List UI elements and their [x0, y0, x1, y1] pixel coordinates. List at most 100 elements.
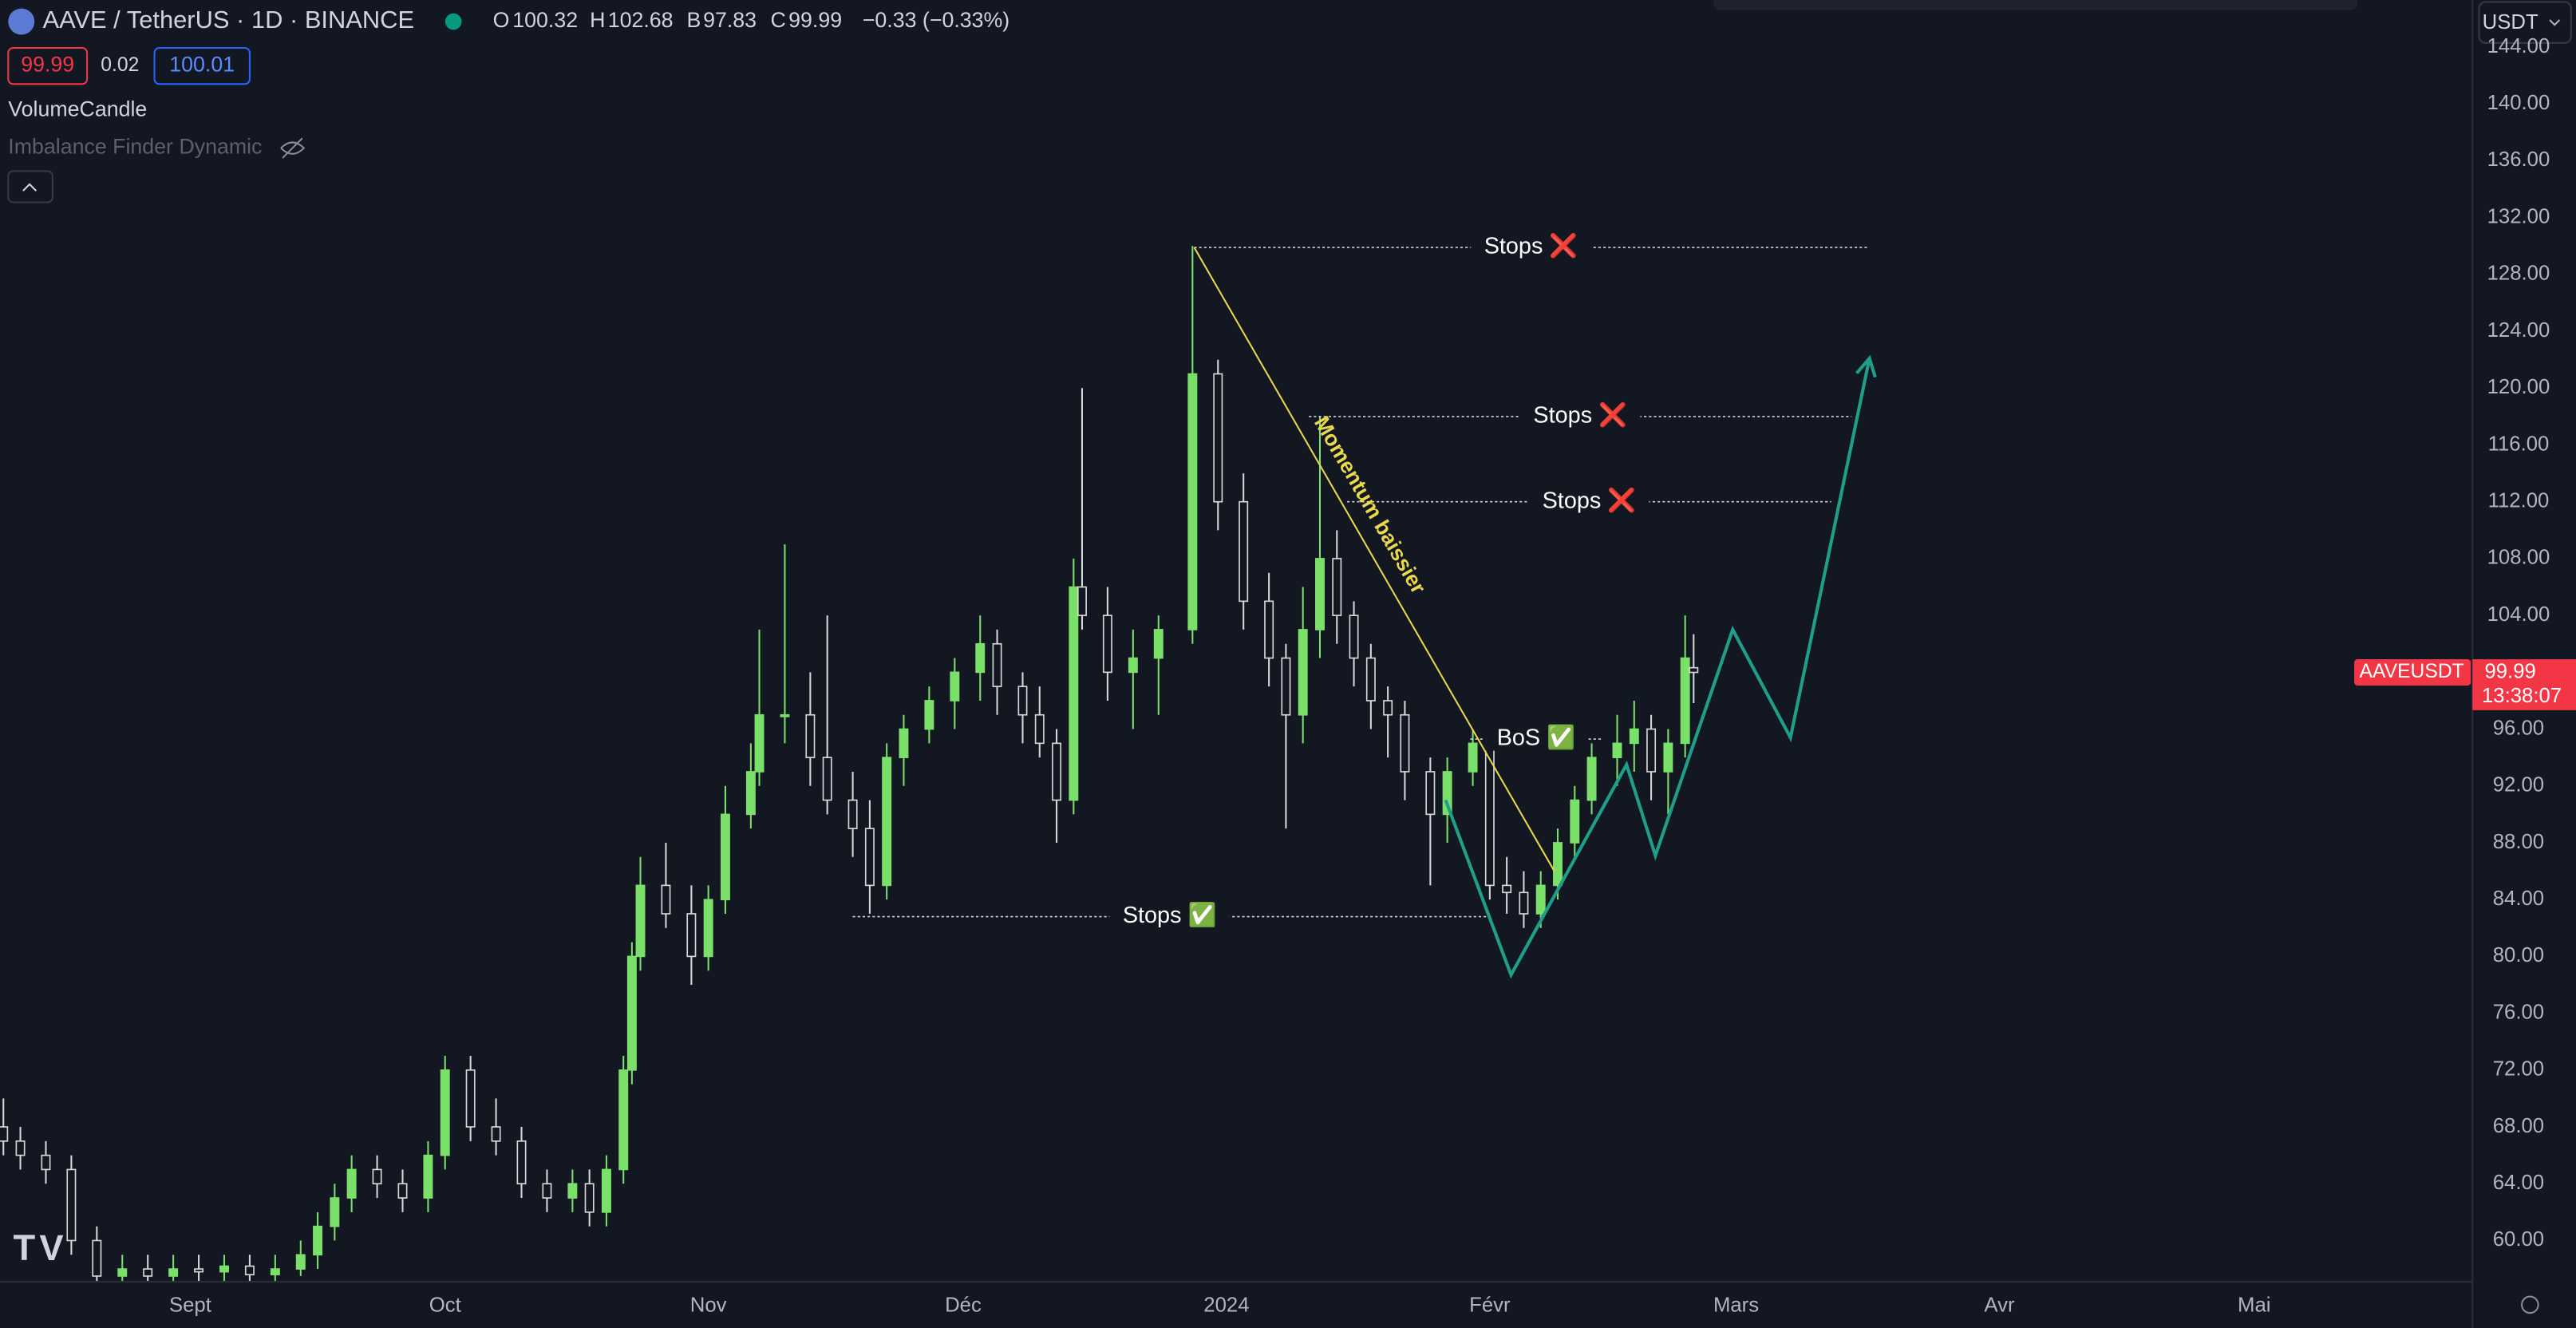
candle-body [1349, 615, 1359, 659]
candle-body [745, 771, 756, 816]
candle-body [1586, 757, 1597, 801]
candle-body [847, 799, 858, 829]
x-tick-label: Févr [1469, 1294, 1511, 1317]
candle-body [15, 1140, 26, 1156]
candle-body [1264, 600, 1274, 659]
candle-body [219, 1265, 229, 1273]
y-tick-label: 72.00 [2493, 1058, 2544, 1081]
symbol-icon [8, 8, 35, 35]
y-tick-label: 112.00 [2488, 490, 2550, 512]
logo: V [39, 1227, 63, 1268]
candle-body [805, 713, 816, 758]
collapse-icon [22, 183, 38, 192]
candle-body [465, 1069, 476, 1128]
currency: USDT [2483, 11, 2538, 34]
y-tick-label: 120.00 [2487, 376, 2550, 398]
candle-body [1442, 771, 1452, 816]
y-tick-label: 136.00 [2487, 148, 2550, 171]
candle-body [1689, 666, 1699, 674]
trendline [1193, 247, 1555, 872]
countdown: 13:38:07 [2482, 685, 2562, 707]
symbol[interactable]: AAVE / TetherUS · 1D · BINANCE [43, 6, 415, 34]
candle-body [626, 955, 637, 1071]
candle-body [1315, 558, 1325, 630]
candle-body [618, 1069, 629, 1171]
currency-box[interactable] [2478, 1, 2572, 44]
candle-body [270, 1268, 280, 1275]
candle-body [703, 899, 713, 958]
y-tick-label: 92.00 [2493, 774, 2544, 796]
hidden-icon[interactable] [280, 137, 306, 159]
dropdown-icon [2549, 19, 2561, 26]
candle-body [1213, 373, 1223, 503]
candle-body [1017, 686, 1028, 716]
x-tick-label: Oct [429, 1294, 461, 1317]
candle-body [899, 728, 909, 758]
panel [1713, 0, 2358, 10]
spread: 0.02 [101, 54, 139, 76]
candle-body [346, 1168, 357, 1199]
y-tick-label: 76.00 [2493, 1001, 2544, 1023]
candle-body [975, 642, 986, 674]
candle-body [882, 757, 892, 887]
candle-body [1663, 742, 1673, 773]
label-bg [1471, 231, 1591, 260]
candle-body [780, 713, 790, 717]
ohlc-key: B [687, 8, 701, 32]
candle-body [1239, 500, 1249, 603]
y-tick-label: 60.00 [2493, 1228, 2544, 1251]
candle-body [661, 884, 671, 915]
candle-body [491, 1126, 501, 1142]
candle-body [1680, 657, 1690, 745]
ohlc-value: 97.83 [703, 8, 757, 32]
bid: 99.99 [21, 53, 74, 77]
y-tick-label: 80.00 [2493, 944, 2544, 966]
symbol-tag [2354, 659, 2471, 686]
candle-body [143, 1268, 153, 1277]
collapse-button[interactable] [7, 170, 53, 204]
candle-body [1102, 615, 1112, 674]
x-tick-label: Sept [169, 1294, 211, 1317]
candle-body [864, 828, 875, 887]
x-tick-label: 2024 [1203, 1294, 1249, 1317]
candle-body [1553, 842, 1563, 887]
candle-body [1468, 742, 1478, 773]
label-bg [1109, 901, 1230, 929]
bid-box[interactable] [7, 46, 89, 85]
symbol-tag-label: AAVEUSDT [2360, 661, 2464, 682]
candle-body [1281, 657, 1291, 716]
level-label: BoS ✅ [1497, 724, 1575, 751]
candle-body [330, 1197, 340, 1227]
level-label: Stops ✅ [1123, 901, 1217, 928]
ohlc-value: 100.32 [512, 8, 578, 32]
candle-body [1612, 742, 1622, 758]
candle-body [1535, 884, 1546, 915]
candle-body [924, 700, 934, 730]
candle-body [423, 1154, 433, 1199]
price-tag [2472, 659, 2576, 710]
x-tick-label: Avr [1984, 1294, 2015, 1317]
y-tick-label: 116.00 [2488, 433, 2550, 455]
y-tick-label: 140.00 [2487, 92, 2550, 114]
candle-body [1069, 586, 1079, 801]
settings-icon[interactable] [2521, 1295, 2539, 1314]
candle-body [1365, 657, 1376, 702]
candle-body [754, 713, 765, 773]
y-tick-label: 124.00 [2487, 319, 2550, 342]
ohlc-value: 99.99 [788, 8, 842, 32]
price-tag-label: 99.99 [2484, 660, 2535, 682]
x-tick-label: Mai [2238, 1294, 2270, 1317]
indicator[interactable]: Imbalance Finder Dynamic [8, 135, 262, 159]
candle-body [635, 884, 646, 958]
candle-body [295, 1254, 306, 1270]
label-bg [1519, 401, 1641, 429]
ask-box[interactable] [153, 46, 251, 85]
projection-path [1444, 358, 1871, 979]
y-tick-label: 132.00 [2487, 205, 2550, 227]
candle-body [313, 1225, 323, 1256]
candle-body [1629, 728, 1639, 745]
indicator[interactable]: VolumeCandle [8, 97, 147, 121]
candle-body [1187, 373, 1198, 630]
